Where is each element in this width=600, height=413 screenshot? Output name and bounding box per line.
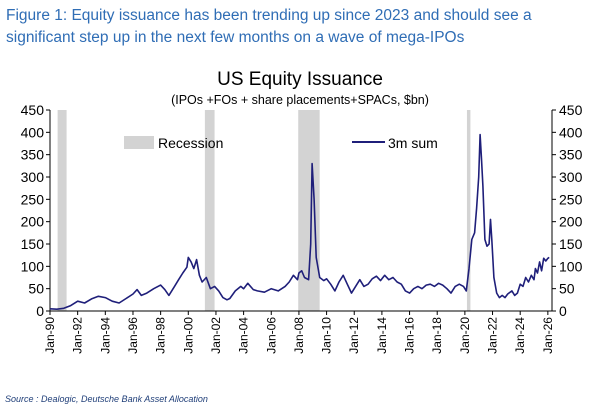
recession-band	[57, 110, 67, 311]
y-tick-label-right: 250	[559, 191, 583, 207]
caption-band: Figure 1: Equity issuance has been trend…	[0, 0, 600, 60]
y-tick-label-left: 50	[28, 281, 44, 297]
x-tick-label: Jan-00	[181, 317, 195, 354]
y-tick-label-right: 450	[559, 102, 583, 118]
x-tick-label: Jan-22	[486, 317, 500, 354]
x-tick-label: Jan-20	[458, 317, 472, 354]
legend-recession-label: Recession	[158, 135, 223, 151]
y-tick-label-left: 300	[21, 169, 45, 185]
y-tick-label-right: 100	[559, 258, 583, 274]
x-tick-label: Jan-12	[347, 317, 361, 354]
x-tick-label: Jan-90	[43, 317, 57, 354]
source-note: Source : Dealogic, Deutsche Bank Asset A…	[5, 394, 208, 404]
recession-bands	[57, 110, 471, 311]
series-line-3m-sum	[49, 133, 550, 310]
y-tick-label-right: 400	[559, 124, 583, 140]
y-tick-label-right: 300	[559, 169, 583, 185]
x-tick-label: Jan-92	[71, 317, 85, 354]
series-layer	[49, 133, 550, 310]
recession-band	[466, 110, 471, 311]
chart-subtitle: (IPOs +FOs + share placements+SPACs, $bn…	[171, 93, 429, 107]
y-tick-label-right: 0	[559, 303, 567, 319]
x-tick-label: Jan-04	[237, 317, 251, 354]
chart-title: US Equity Issuance	[217, 69, 383, 90]
x-tick-label: Jan-26	[541, 317, 555, 354]
x-tick-label: Jan-14	[375, 317, 389, 354]
x-tick-label: Jan-96	[126, 317, 140, 354]
y-tick-label-left: 350	[21, 147, 45, 163]
y-tick-label-left: 400	[21, 124, 45, 140]
x-tick-label: Jan-94	[98, 317, 112, 354]
x-tick-label: Jan-10	[320, 317, 334, 354]
figure-caption: Figure 1: Equity issuance has been trend…	[6, 7, 532, 46]
x-tick-label: Jan-08	[292, 317, 306, 354]
recession-band	[204, 110, 215, 311]
x-tick-label: Jan-02	[209, 317, 223, 354]
x-tick-label: Jan-24	[513, 317, 527, 354]
y-tick-label-left: 150	[21, 236, 45, 252]
y-tick-label-right: 150	[559, 236, 583, 252]
x-tick-label: Jan-16	[403, 317, 417, 354]
y-tick-label-right: 50	[559, 281, 575, 297]
axes: 0 0 50 50 100 100 150 150 200 200 250 250 300 300 350 3…	[21, 102, 583, 354]
x-tick-label: Jan-98	[154, 317, 168, 354]
legend: Recession 3m sum	[124, 135, 438, 151]
recession-band	[298, 110, 320, 311]
y-tick-label-left: 100	[21, 258, 45, 274]
y-tick-label-right: 350	[559, 147, 583, 163]
y-tick-label-left: 0	[36, 303, 44, 319]
x-tick-label: Jan-06	[264, 317, 278, 354]
x-tick-label: Jan-18	[430, 317, 444, 354]
y-tick-label-left: 450	[21, 102, 45, 118]
legend-series-label: 3m sum	[388, 135, 438, 151]
y-tick-label-left: 200	[21, 214, 45, 230]
legend-recession-swatch	[124, 136, 154, 149]
y-tick-label-left: 250	[21, 191, 45, 207]
y-tick-label-right: 200	[559, 214, 583, 230]
